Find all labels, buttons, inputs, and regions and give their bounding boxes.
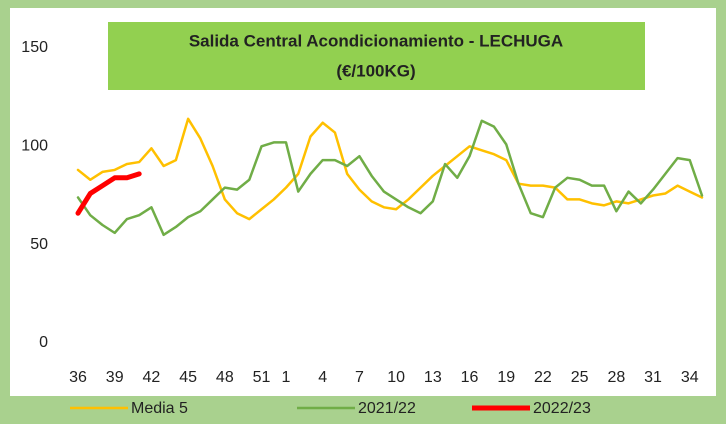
x-tick-label: 13 [424, 369, 442, 386]
y-tick-label: 150 [21, 39, 48, 56]
x-tick-label: 16 [461, 369, 479, 386]
legend-label: 2022/23 [533, 400, 591, 417]
x-tick-label: 42 [143, 369, 161, 386]
x-tick-label: 31 [644, 369, 662, 386]
chart-title: (€/100KG) [336, 61, 415, 80]
line-series [76, 119, 704, 237]
x-tick-label: 45 [179, 369, 197, 386]
x-tick-label: 36 [69, 369, 87, 386]
x-tick-label: 22 [534, 369, 552, 386]
x-tick-label: 10 [387, 369, 405, 386]
x-tick-label: 1 [282, 369, 291, 386]
x-tick-label: 25 [571, 369, 589, 386]
y-tick-label: 50 [30, 236, 48, 253]
chart-title: Salida Central Acondicionamiento - LECHU… [189, 31, 563, 50]
x-tick-label: 39 [106, 369, 124, 386]
x-tick-label: 51 [253, 369, 271, 386]
x-tick-label: 48 [216, 369, 234, 386]
legend-label: 2021/22 [358, 400, 416, 417]
x-tick-label: 34 [681, 369, 699, 386]
title-box [108, 22, 645, 90]
y-tick-label: 0 [39, 334, 48, 351]
line-series [76, 117, 704, 221]
x-tick-label: 19 [497, 369, 515, 386]
line-series [75, 171, 142, 216]
legend-label: Media 5 [131, 400, 188, 417]
y-tick-label: 100 [21, 138, 48, 155]
x-tick-label: 7 [355, 369, 364, 386]
x-tick-label: 4 [318, 369, 327, 386]
x-tick-label: 28 [607, 369, 625, 386]
